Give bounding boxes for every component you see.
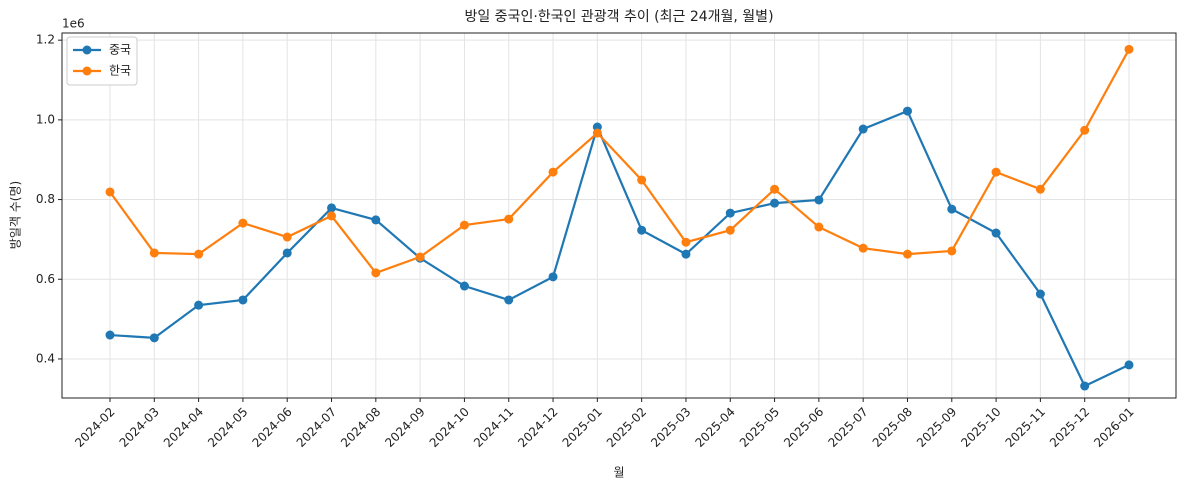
point <box>814 195 824 205</box>
point <box>548 272 558 282</box>
point <box>149 333 159 343</box>
point <box>858 243 868 253</box>
point <box>681 249 691 259</box>
point <box>548 167 558 177</box>
point <box>149 248 159 258</box>
point <box>947 246 957 256</box>
legend-label: 한국 <box>109 64 131 78</box>
legend-marker <box>82 45 92 55</box>
point <box>459 220 469 230</box>
point <box>504 295 514 305</box>
point <box>902 106 912 116</box>
point <box>105 330 115 340</box>
legend-marker <box>82 66 92 76</box>
point <box>282 248 292 258</box>
point <box>770 198 780 208</box>
point <box>415 252 425 262</box>
point <box>282 232 292 242</box>
point <box>947 204 957 214</box>
y-tick-label: 1.0 <box>36 112 55 126</box>
point <box>327 211 337 221</box>
x-axis-label: 월 <box>613 466 624 480</box>
series-line <box>109 109 1130 388</box>
point <box>327 203 337 213</box>
y-tick-label: 1.2 <box>36 33 55 47</box>
point <box>1080 125 1090 135</box>
point <box>637 225 647 235</box>
point <box>1035 184 1045 194</box>
chart-title: 방일 중국인·한국인 관광객 추이 (최근 24개월, 월별) <box>464 9 773 25</box>
point <box>371 215 381 225</box>
plot-frame <box>61 32 1177 399</box>
point <box>1080 381 1090 391</box>
plot <box>105 44 1134 391</box>
point <box>991 228 1001 238</box>
point <box>194 249 204 259</box>
y-tick-label: 0.6 <box>36 272 55 286</box>
point <box>725 208 735 218</box>
point <box>194 300 204 310</box>
point <box>814 222 824 232</box>
y-tick-label: 0.4 <box>36 351 55 365</box>
y-offset-label: 1e6 <box>62 17 85 31</box>
point <box>637 175 647 185</box>
point <box>858 124 868 134</box>
point <box>770 184 780 194</box>
point <box>238 295 248 305</box>
point <box>459 281 469 291</box>
point <box>991 167 1001 177</box>
legend-label: 중국 <box>109 43 131 57</box>
point <box>592 128 602 138</box>
y-tick-label: 0.8 <box>36 192 55 206</box>
y-axis-label: 방일객 수(명) <box>9 181 23 249</box>
point <box>1035 289 1045 299</box>
point <box>238 218 248 228</box>
point <box>105 187 115 197</box>
point <box>902 249 912 259</box>
point <box>681 237 691 247</box>
point <box>725 225 735 235</box>
point <box>371 268 381 278</box>
point <box>504 214 514 224</box>
point <box>1124 44 1134 54</box>
point <box>1124 360 1134 370</box>
series-line <box>109 48 1130 275</box>
